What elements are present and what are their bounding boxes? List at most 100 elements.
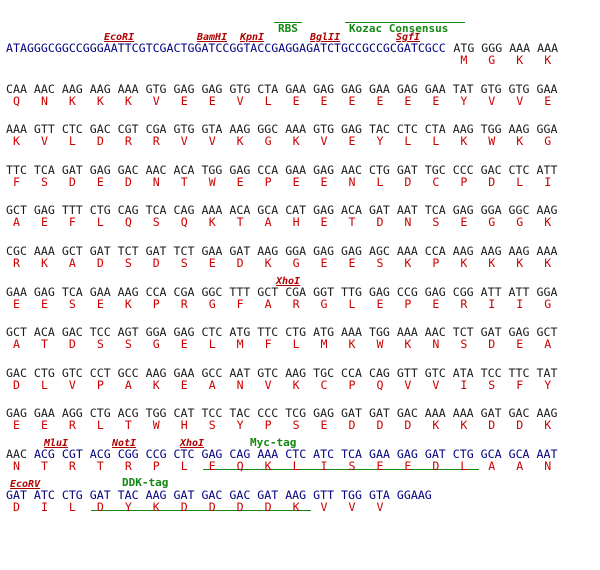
- amino-acid: G: [152, 337, 160, 352]
- amino-acid: T: [236, 215, 244, 230]
- amino-acid: D: [96, 134, 104, 149]
- amino-acid: V: [40, 134, 48, 149]
- amino-acid: F: [12, 174, 20, 189]
- amino-acid: E: [96, 296, 104, 311]
- amino-acid: K: [544, 215, 552, 230]
- amino-acid: E: [292, 174, 300, 189]
- amino-acid: D: [348, 418, 356, 433]
- amino-acid: T: [180, 174, 188, 189]
- amino-acid: D: [124, 174, 132, 189]
- amino-acid: N: [404, 215, 412, 230]
- amino-acid: S: [348, 459, 356, 473]
- amino-acid: H: [180, 418, 188, 433]
- amino-acid: D: [208, 499, 216, 514]
- feature-label: RBS: [274, 22, 302, 35]
- feature-label: Kozac Consensus: [345, 22, 465, 35]
- amino-acid: H: [292, 215, 300, 230]
- dna-sequence: CAA AAC AAG AAG AAA GTG GAG GAG GTG CTA …: [6, 81, 558, 96]
- amino-acid: R: [124, 134, 132, 149]
- amino-acid: F: [68, 215, 76, 230]
- dna-sequence: AAC: [6, 447, 27, 461]
- amino-acid: E: [516, 337, 524, 352]
- amino-acid: R: [12, 256, 20, 270]
- amino-acid: V: [432, 377, 440, 392]
- amino-acid: M: [460, 53, 468, 67]
- amino-acid: S: [180, 256, 188, 270]
- amino-acid: S: [292, 418, 300, 433]
- amino-acid: L: [432, 134, 440, 149]
- site-label: XhoI: [276, 276, 301, 287]
- amino-acid: T: [348, 215, 356, 230]
- amino-acid: L: [68, 499, 76, 514]
- amino-acid: D: [12, 499, 20, 514]
- amino-acid: A: [208, 377, 216, 392]
- amino-acid: D: [68, 337, 76, 352]
- amino-acid: E: [320, 256, 328, 270]
- amino-acid: D: [152, 256, 160, 270]
- amino-acid: G: [544, 296, 552, 311]
- amino-acid: D: [12, 377, 20, 392]
- myc-underline: [203, 469, 479, 470]
- amino-acid: A: [544, 337, 552, 352]
- amino-acid: K: [152, 377, 160, 392]
- amino-acid: E: [376, 296, 384, 311]
- amino-acid: A: [12, 337, 20, 352]
- amino-acid: N: [432, 337, 440, 352]
- amino-acid: K: [40, 256, 48, 270]
- amino-acid: K: [152, 499, 160, 514]
- amino-acid: Y: [124, 499, 132, 514]
- amino-acid: E: [208, 93, 216, 108]
- amino-acid: L: [376, 174, 384, 189]
- amino-acid: F: [264, 337, 272, 352]
- amino-acid: D: [376, 215, 384, 230]
- amino-acid: E: [376, 93, 384, 108]
- amino-acid: K: [292, 499, 300, 514]
- amino-acid: N: [152, 174, 160, 189]
- amino-acid: I: [460, 377, 468, 392]
- amino-acid: K: [68, 93, 76, 108]
- amino-acid: D: [180, 499, 188, 514]
- amino-acid: E: [320, 174, 328, 189]
- amino-acid: E: [12, 418, 20, 433]
- amino-acid: E: [40, 296, 48, 311]
- amino-acid: Y: [544, 377, 552, 392]
- amino-acid: E: [40, 215, 48, 230]
- amino-acid: S: [488, 377, 496, 392]
- amino-acid: K: [208, 215, 216, 230]
- amino-acid: M: [320, 337, 328, 352]
- amino-acid: S: [124, 337, 132, 352]
- amino-acid: E: [180, 377, 188, 392]
- amino-acid: K: [544, 418, 552, 433]
- site-label: BamHI: [197, 32, 228, 43]
- amino-acid: E: [432, 93, 440, 108]
- amino-acid: E: [292, 93, 300, 108]
- amino-acid: Y: [236, 418, 244, 433]
- amino-acid: G: [488, 53, 496, 67]
- amino-acid: D: [404, 418, 412, 433]
- amino-acid: I: [516, 296, 524, 311]
- amino-acid: R: [292, 296, 300, 311]
- amino-acid: K: [264, 459, 272, 473]
- amino-acid: T: [40, 459, 48, 473]
- site-label: EcoRV: [10, 479, 41, 490]
- amino-acid: V: [404, 377, 412, 392]
- amino-acid: R: [68, 418, 76, 433]
- amino-acid: K: [432, 418, 440, 433]
- amino-acid: E: [460, 215, 468, 230]
- amino-acid: P: [432, 256, 440, 270]
- dna-sequence: CGC AAA GCT GAT TCT GAT TCT GAA GAT AAG …: [6, 244, 558, 258]
- dna-sequence: AAA GTT CTC GAC CGT CGA GTG GTA AAG GGC …: [6, 122, 558, 137]
- amino-acid: W: [208, 174, 216, 189]
- amino-acid: G: [264, 134, 272, 149]
- amino-acid: S: [68, 296, 76, 311]
- amino-acid: C: [432, 174, 440, 189]
- amino-acid: W: [152, 418, 160, 433]
- amino-acid: E: [208, 459, 216, 473]
- amino-acid: Q: [12, 93, 20, 108]
- amino-acid: E: [180, 93, 188, 108]
- site-label: BglII: [310, 32, 341, 43]
- amino-acid: I: [40, 499, 48, 514]
- amino-acid: D: [488, 418, 496, 433]
- amino-acid: E: [432, 296, 440, 311]
- amino-acid: L: [292, 459, 300, 473]
